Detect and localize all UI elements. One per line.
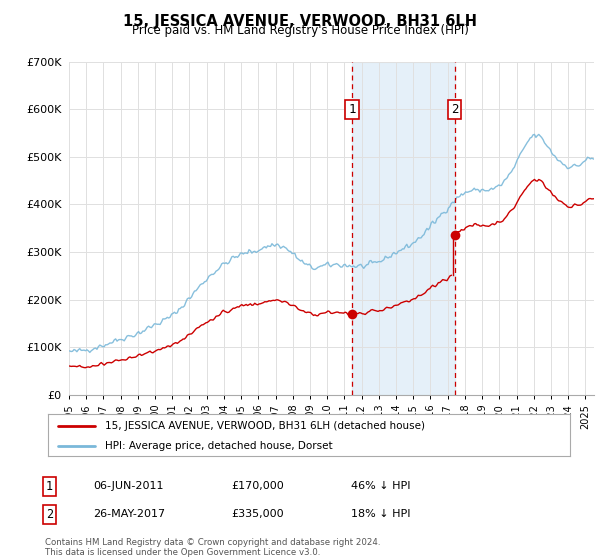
Text: 18% ↓ HPI: 18% ↓ HPI — [351, 509, 410, 519]
Text: Contains HM Land Registry data © Crown copyright and database right 2024.
This d: Contains HM Land Registry data © Crown c… — [45, 538, 380, 557]
Text: 15, JESSICA AVENUE, VERWOOD, BH31 6LH (detached house): 15, JESSICA AVENUE, VERWOOD, BH31 6LH (d… — [106, 421, 425, 431]
Text: 46% ↓ HPI: 46% ↓ HPI — [351, 481, 410, 491]
Text: 06-JUN-2011: 06-JUN-2011 — [93, 481, 163, 491]
Text: 1: 1 — [46, 479, 53, 493]
Text: Price paid vs. HM Land Registry's House Price Index (HPI): Price paid vs. HM Land Registry's House … — [131, 24, 469, 37]
Text: 26-MAY-2017: 26-MAY-2017 — [93, 509, 165, 519]
Text: £335,000: £335,000 — [231, 509, 284, 519]
Text: 2: 2 — [451, 102, 458, 116]
Bar — [352, 62, 455, 395]
Text: 2: 2 — [46, 507, 53, 521]
Text: 15, JESSICA AVENUE, VERWOOD, BH31 6LH: 15, JESSICA AVENUE, VERWOOD, BH31 6LH — [123, 14, 477, 29]
Text: 1: 1 — [348, 102, 356, 116]
Text: £170,000: £170,000 — [231, 481, 284, 491]
Text: HPI: Average price, detached house, Dorset: HPI: Average price, detached house, Dors… — [106, 441, 333, 451]
